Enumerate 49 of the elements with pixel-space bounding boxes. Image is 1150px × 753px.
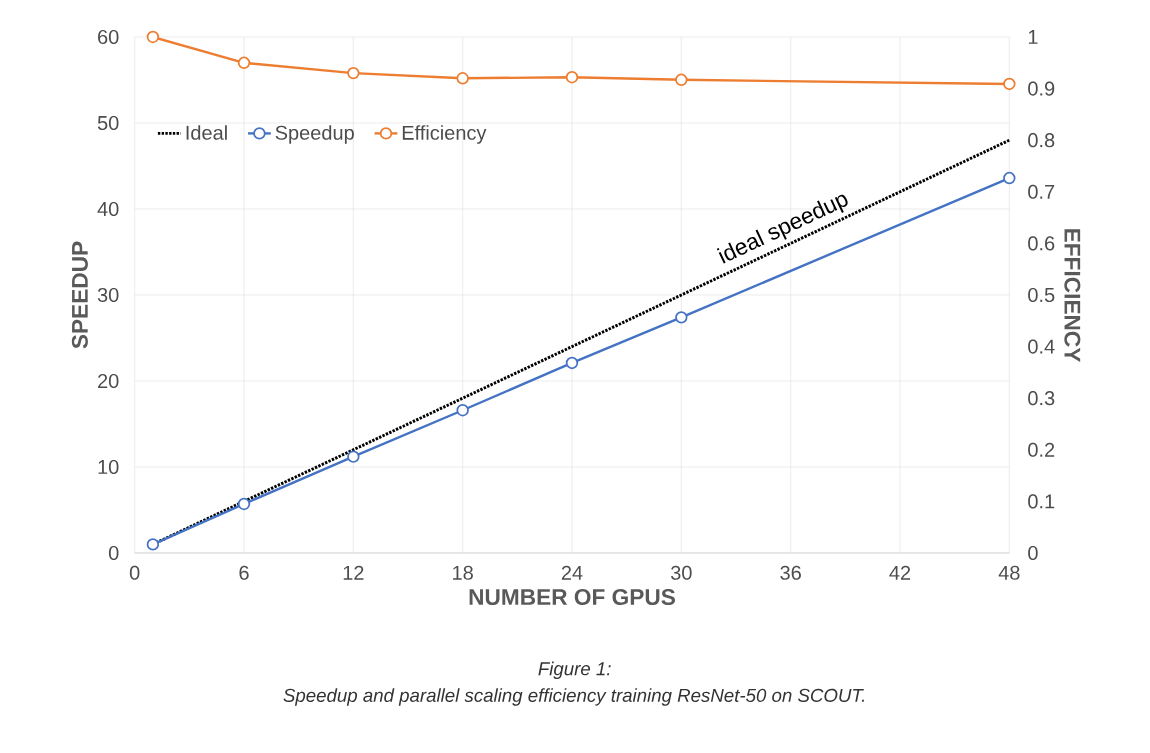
point: [146, 30, 160, 44]
y-tick-label: 0: [108, 545, 119, 561]
point: [347, 66, 360, 80]
point: [565, 356, 579, 370]
caption: Figure 1:: [538, 661, 611, 680]
x-tick-label: 48: [998, 565, 1020, 580]
y2-tick-label: 0.4: [1028, 339, 1055, 354]
y-tick-label: 40: [97, 201, 119, 217]
y2-tick-label: 0.2: [1028, 442, 1055, 457]
x-tick-label: 6: [239, 565, 249, 580]
y2-tick-label: 0.5: [1028, 287, 1055, 303]
point: [675, 73, 688, 87]
point: [456, 404, 469, 417]
y-tick-label: 10: [98, 459, 119, 475]
y2-tick-label: 0: [1028, 545, 1038, 561]
point: [347, 450, 360, 463]
y2-tick-label: 0.6: [1028, 236, 1055, 251]
y2-tick-label: 0.8: [1028, 133, 1055, 148]
y-tick-label: 20: [98, 373, 119, 389]
x-tick-label: 30: [670, 565, 692, 580]
point: [456, 72, 469, 85]
legend-label: Speedup: [275, 125, 354, 144]
y2-tick-label: 0.9: [1028, 81, 1055, 96]
x-tick-label: 24: [561, 565, 583, 580]
x-axis-title: NUMBER OF GPUS: [469, 589, 675, 606]
y-tick-label: 30: [97, 287, 119, 303]
y2-axis-title: EFFICIENCY: [1064, 229, 1081, 363]
point: [1003, 77, 1016, 91]
point: [565, 71, 579, 84]
x-tick-label: 42: [889, 565, 911, 580]
point: [237, 497, 251, 511]
y2-tick-label: 0.7: [1028, 184, 1055, 199]
legend-label: Ideal: [186, 125, 227, 140]
text: Speedup and parallel scaling efficiency training ResNet-50 on SCOUT.: [283, 688, 865, 706]
x-tick-label: 36: [780, 565, 801, 580]
point: [237, 56, 251, 69]
y-tick-label: 50: [97, 115, 119, 131]
x-tick-label: 18: [453, 565, 473, 580]
y-axis-title: SPEEDUP: [71, 241, 88, 349]
y2-tick-label: 0.1: [1028, 494, 1055, 509]
y-tick-label: 60: [98, 29, 119, 45]
point: [146, 538, 160, 551]
point: [1003, 171, 1016, 185]
y2-tick-label: 0.3: [1028, 391, 1055, 406]
legend-label: Efficiency: [402, 125, 487, 144]
x-tick-label: 0: [129, 565, 140, 580]
x-tick-label: 12: [343, 565, 364, 580]
y2-tick-label: 1: [1028, 30, 1038, 44]
point: [675, 311, 688, 324]
